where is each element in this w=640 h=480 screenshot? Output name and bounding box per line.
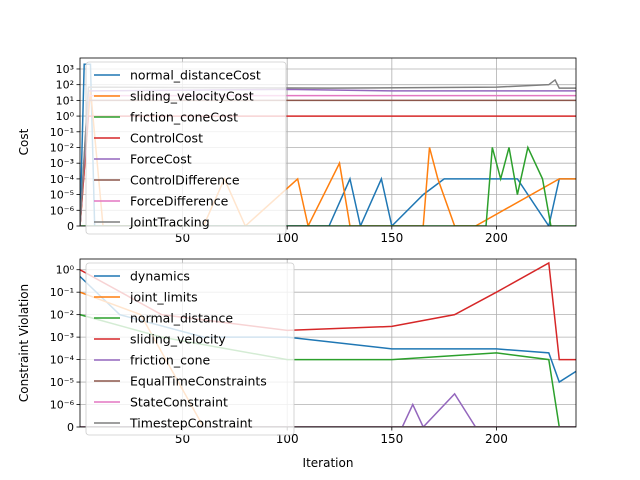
legend-entry: ControlCost: [130, 131, 203, 146]
legend-entry: joint_limits: [129, 290, 198, 305]
constraint-violation-panel: 50 100 150 200 0 10⁻⁶ 10⁻⁵ 10⁻⁴ 10⁻³ 10⁻² 10⁻¹ 10⁰ C…: [17, 258, 577, 470]
y-tick-label: 10⁻⁴: [50, 173, 75, 186]
series-line-friction_coneCost: [80, 145, 576, 226]
y-tick-label: 10⁻²: [50, 141, 74, 154]
x-tick-label: 100: [276, 432, 299, 446]
y-tick-label: 10⁻¹: [50, 286, 74, 299]
x-tick-label: 200: [485, 432, 508, 446]
y-tick-label: 10⁰: [56, 264, 75, 277]
y-tick-label: 10⁻⁵: [50, 189, 74, 202]
x-tick-label: 200: [485, 231, 508, 245]
legend-entry: ForceDifference: [130, 194, 229, 209]
legend-entry: dynamics: [130, 269, 190, 284]
cost-panel: 50 100 150 200 0 10⁻⁶ 10⁻⁵ 10⁻⁴ 10⁻³ 10⁻² 10⁻¹ 10⁰ 1…: [17, 57, 577, 245]
y-axis-label: Cost: [17, 128, 31, 155]
x-tick-label: 50: [175, 432, 190, 446]
x-axis-label: Iteration: [303, 456, 354, 470]
legend-entry: ForceCost: [130, 152, 192, 167]
y-tick-label: 10⁻¹: [50, 126, 74, 139]
legend-entry: friction_coneCost: [130, 110, 238, 125]
legend-entry: EqualTimeConstraints: [130, 374, 267, 389]
legend-box: [85, 262, 295, 436]
y-tick-label: 10⁻⁶: [50, 204, 75, 217]
x-tick-label: 150: [380, 231, 403, 245]
x-tick-label: 100: [276, 231, 299, 245]
axes-frame: [79, 258, 577, 428]
y-tick-label: 10¹: [56, 94, 74, 107]
legend-entry: TimestepConstraint: [129, 416, 253, 431]
y-axis-label: Constraint Violation: [17, 284, 31, 402]
y-tick-label: 10⁰: [56, 110, 75, 123]
legend-entry: sliding_velocityCost: [130, 89, 254, 104]
legend-entry: StateConstraint: [130, 395, 228, 410]
legend-entry: ControlDifference: [130, 173, 240, 188]
legend-entry: normal_distance: [130, 311, 233, 326]
axes-frame: [79, 57, 577, 227]
x-tick-label: 50: [175, 231, 190, 245]
y-tick-label: 10⁻³: [50, 157, 74, 170]
legend-entry: JointTracking: [129, 215, 210, 230]
legend-entry: sliding_velocity: [130, 332, 226, 347]
y-tick-label: 10⁻⁵: [50, 376, 74, 389]
y-tick-label: 10⁻³: [50, 331, 74, 344]
y-tick-label: 10³: [56, 63, 74, 76]
y-tick-label: 10⁻⁶: [50, 399, 75, 412]
y-tick-label: 0: [67, 220, 74, 233]
y-tick-label: 10⁻⁴: [50, 354, 75, 367]
y-tick-label: 10⁻²: [50, 309, 74, 322]
series-line-sliding_velocityCost: [80, 89, 576, 226]
y-tick-label: 0: [67, 421, 74, 434]
legend-entry: normal_distanceCost: [130, 68, 261, 83]
x-tick-label: 150: [380, 432, 403, 446]
legend-box: [85, 61, 287, 235]
legend-entry: friction_cone: [130, 353, 211, 368]
y-tick-label: 10²: [56, 79, 74, 92]
